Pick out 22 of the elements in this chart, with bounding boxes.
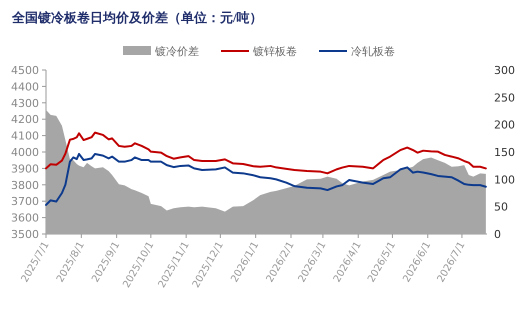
legend-label: 镀锌板卷 (252, 45, 297, 58)
y-tick-label: 3900 (11, 162, 39, 176)
y-tick-label: 4000 (11, 146, 39, 159)
y-tick-label: 4200 (11, 113, 39, 126)
y2-tick-label: 300 (494, 64, 515, 77)
y2-tick-label: 200 (494, 118, 515, 132)
y-tick-label: 4400 (11, 80, 39, 94)
y2-tick-label: 150 (494, 146, 515, 159)
y2-tick-label: 0 (494, 228, 501, 241)
y-tick-label: 3800 (11, 178, 39, 192)
chart-title: 全国镀冷板卷日均价及价差（单位：元/吨） (11, 10, 263, 25)
y-tick-label: 3500 (11, 228, 39, 241)
y2-tick-label: 50 (494, 200, 508, 214)
y-tick-label: 4300 (11, 96, 39, 110)
y2-tick-label: 100 (494, 173, 515, 186)
y2-tick-label: 250 (494, 91, 515, 104)
legend-label: 镀冷价差 (154, 45, 199, 58)
y-tick-label: 4500 (11, 64, 39, 77)
legend-label: 冷轧板卷 (351, 45, 395, 58)
y-tick-label: 4100 (11, 130, 39, 143)
y-tick-label: 3700 (11, 195, 39, 208)
y-tick-label: 3600 (11, 212, 39, 225)
